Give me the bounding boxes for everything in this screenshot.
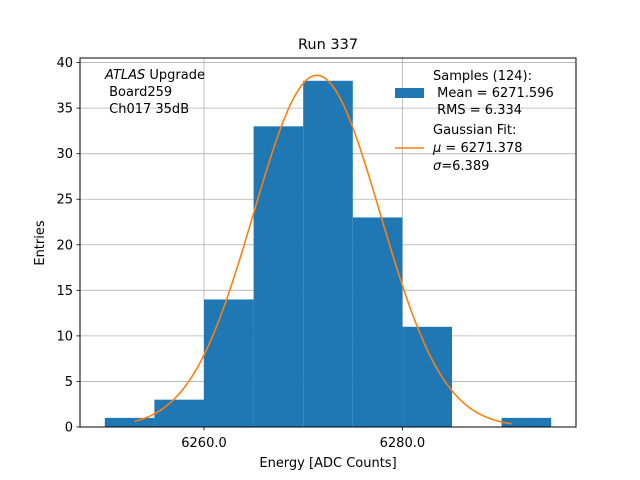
annotation-board: Board259	[105, 85, 172, 100]
legend-sigma-symbol: σ	[433, 159, 442, 174]
y-tick-label: 5	[65, 375, 73, 390]
y-tick-label: 0	[65, 421, 73, 436]
legend-mu-symbol: μ	[432, 141, 441, 156]
y-tick-label: 30	[56, 147, 73, 162]
histogram-bar	[204, 299, 254, 427]
legend: Samples (124): Mean = 6271.596 RMS = 6.3…	[395, 69, 554, 174]
annotation-line-1: ATLAS Upgrade	[104, 68, 205, 83]
x-tick-label: 6260.0	[181, 436, 227, 451]
y-tick-label: 40	[56, 56, 73, 71]
legend-samples-label: Samples (124):	[433, 69, 532, 84]
annotation-atlas-word: ATLAS	[104, 68, 145, 83]
axis-ticks: 0 5 10 15 20 25 30 35 40 6260.0 6280.0	[56, 56, 425, 451]
y-tick-label: 10	[56, 329, 73, 344]
chart-title: Run 337	[298, 37, 358, 53]
gaussian-fit-curve	[134, 74, 512, 425]
y-tick-label: 35	[56, 102, 73, 117]
legend-mu-label: μ = 6271.378	[432, 141, 522, 156]
annotation-channel: Ch017 35dB	[105, 102, 189, 117]
legend-mean-label: Mean = 6271.596	[433, 86, 554, 101]
x-axis-label: Energy [ADC Counts]	[259, 456, 396, 471]
legend-histogram-swatch	[395, 88, 424, 98]
y-axis-label: Entries	[33, 220, 48, 266]
legend-fit-label: Gaussian Fit:	[433, 123, 516, 138]
gaussian-fit-line	[134, 74, 512, 425]
legend-sigma-value: =6.389	[441, 159, 489, 174]
histogram-bar	[501, 417, 552, 427]
histogram-bar	[303, 80, 353, 428]
histogram-bar	[402, 326, 452, 427]
histogram-bar	[154, 399, 204, 427]
legend-sigma-label: σ=6.389	[433, 159, 489, 174]
legend-rms-label: RMS = 6.334	[433, 103, 522, 118]
histogram-bar	[253, 126, 304, 427]
histogram-bar	[352, 217, 403, 427]
legend-mu-value: = 6271.378	[441, 141, 522, 156]
histogram-bars	[104, 80, 552, 428]
y-tick-label: 15	[56, 284, 73, 299]
atlas-annotation: ATLAS Upgrade Board259 Ch017 35dB	[104, 68, 205, 117]
plot-frame	[79, 57, 577, 428]
y-tick-label: 25	[56, 193, 73, 208]
annotation-upgrade-word: Upgrade	[145, 68, 205, 83]
x-tick-label: 6280.0	[380, 436, 426, 451]
histogram-bar	[104, 417, 155, 427]
y-tick-label: 20	[56, 238, 73, 253]
